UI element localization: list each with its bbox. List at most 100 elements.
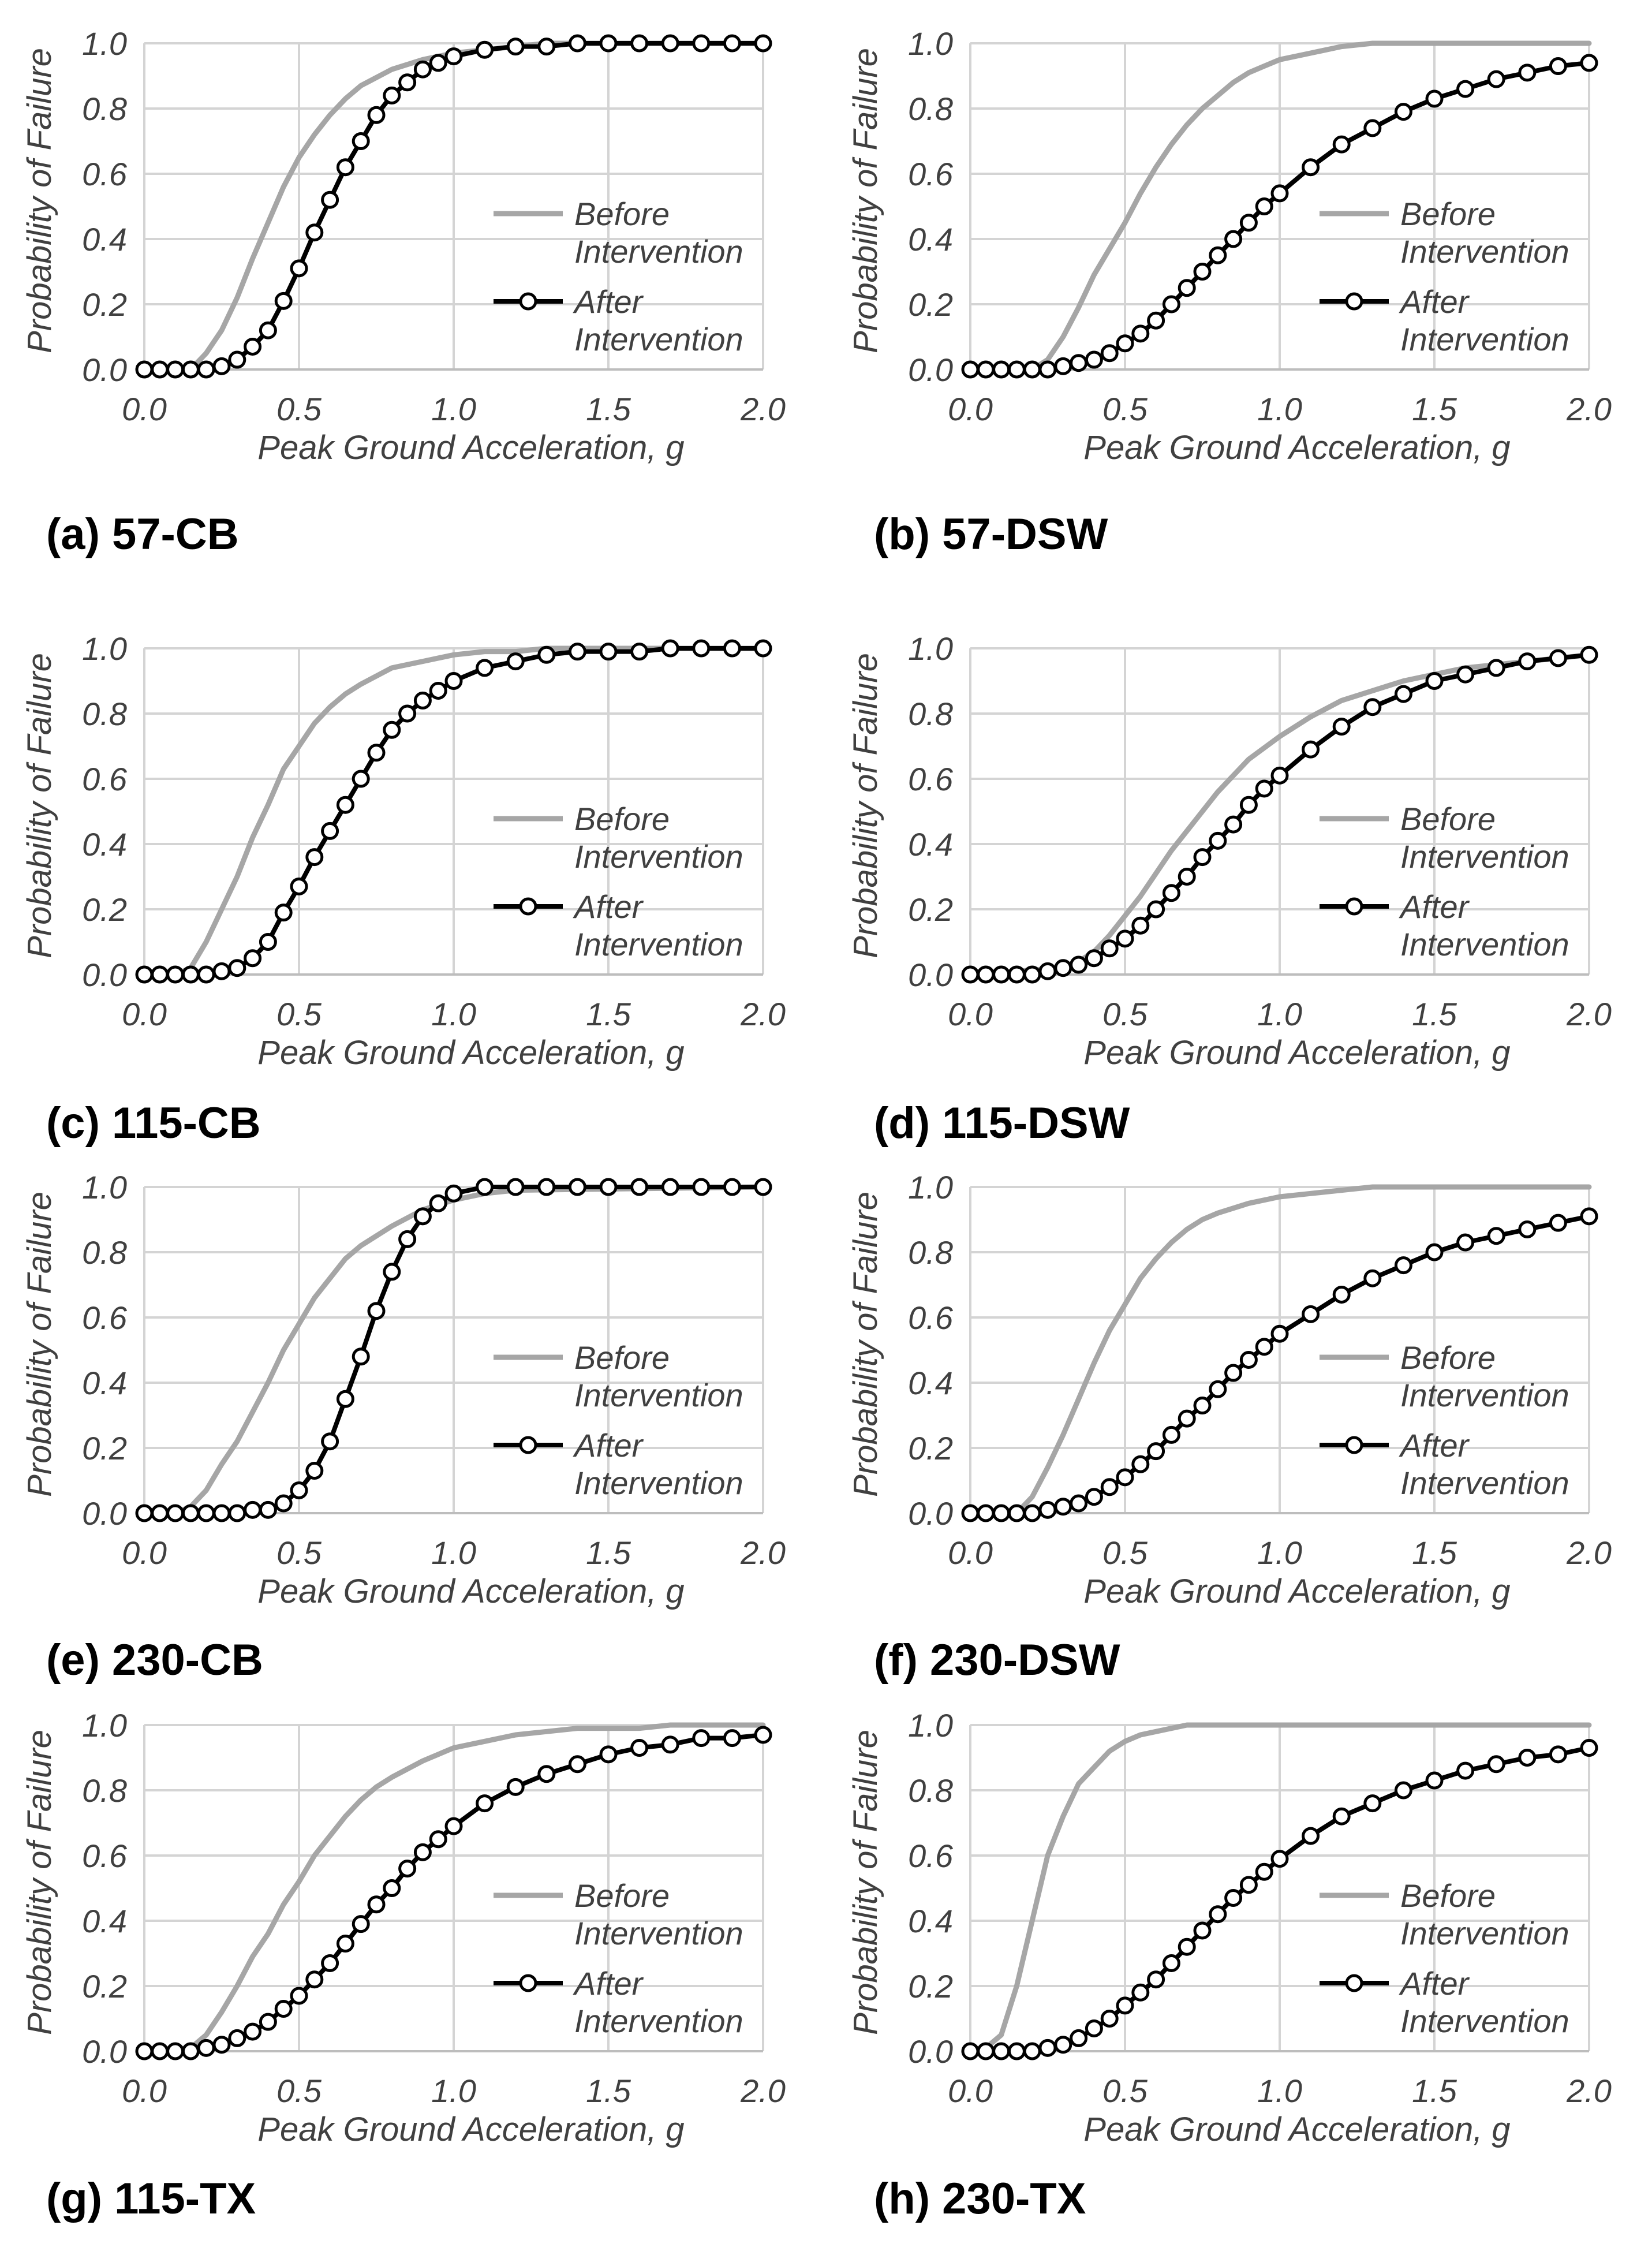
- series-after-markers: [961, 645, 1598, 984]
- caption-b: (b) 57-DSW: [874, 510, 1108, 559]
- after-point: [166, 965, 185, 984]
- y-tick-label: 0.8: [82, 91, 127, 127]
- y-tick-label: 0.8: [908, 1234, 953, 1271]
- after-point: [1302, 1827, 1320, 1845]
- after-point: [444, 1817, 463, 1835]
- legend-label: Before: [1400, 1877, 1496, 1914]
- after-point: [1007, 360, 1026, 379]
- after-point: [476, 40, 494, 59]
- after-point: [1580, 54, 1598, 72]
- y-tick-label: 0.4: [908, 221, 953, 257]
- after-point: [135, 965, 154, 984]
- legend-label: Intervention: [574, 838, 743, 875]
- series-after-markers: [135, 1178, 772, 1522]
- after-point: [1518, 652, 1537, 671]
- after-point: [413, 1843, 432, 1861]
- caption-f: (f) 230-DSW: [874, 1636, 1120, 1685]
- after-point: [413, 1207, 432, 1226]
- after-point: [537, 1178, 556, 1196]
- after-point: [1054, 959, 1072, 977]
- after-point: [135, 1504, 154, 1522]
- after-point: [599, 1178, 618, 1196]
- after-point: [977, 965, 995, 984]
- after-point: [383, 86, 401, 104]
- x-tick-label: 2.0: [740, 996, 786, 1032]
- legend-label: Intervention: [574, 1465, 743, 1501]
- after-point: [1270, 766, 1289, 785]
- after-point: [1332, 1807, 1351, 1826]
- after-point: [383, 1879, 401, 1897]
- after-point: [181, 2042, 200, 2060]
- y-tick-label: 1.0: [82, 25, 127, 62]
- after-point: [352, 1915, 370, 1933]
- after-point: [1549, 649, 1567, 667]
- legend-label: Intervention: [1400, 838, 1569, 875]
- after-point: [961, 360, 980, 379]
- chart-svg: 0.0 0.2 0.4 0.6 0.8 1.0 0.0 0.5 1.0 1.5 2.0 Peak Gr…: [21, 25, 786, 466]
- after-point: [336, 158, 354, 177]
- after-point: [259, 321, 277, 339]
- x-axis-title: Peak Ground Acceleration, g: [257, 2111, 684, 2148]
- after-point: [1487, 1755, 1505, 1774]
- after-point: [1209, 831, 1227, 850]
- x-tick-label: 2.0: [1566, 996, 1612, 1032]
- after-point: [1487, 659, 1505, 677]
- after-point: [321, 822, 339, 840]
- after-point: [1270, 1324, 1289, 1343]
- y-axis-title: Probability of Failure: [21, 1192, 58, 1497]
- after-point: [383, 721, 401, 739]
- after-point: [476, 659, 494, 677]
- x-tick-label: 2.0: [1566, 2073, 1612, 2109]
- x-tick-label: 2.0: [740, 1535, 786, 1571]
- after-point: [1162, 884, 1180, 902]
- after-point: [1038, 360, 1057, 379]
- after-point: [1100, 939, 1119, 958]
- after-point: [1193, 1921, 1212, 1940]
- after-point: [1131, 1983, 1150, 2002]
- after-point: [244, 949, 262, 968]
- caption-g: (g) 115-TX: [46, 2174, 256, 2223]
- after-point: [630, 34, 649, 53]
- after-point: [1332, 1285, 1351, 1304]
- legend-label: Intervention: [574, 2003, 743, 2039]
- after-point: [274, 904, 293, 922]
- after-point: [151, 360, 169, 379]
- legend-label: Before: [574, 1339, 670, 1376]
- caption-a: (a) 57-CB: [46, 510, 239, 559]
- x-tick-label: 0.0: [122, 2073, 167, 2109]
- y-tick-label: 0.2: [908, 891, 953, 928]
- y-tick-label: 0.6: [908, 156, 954, 192]
- y-tick-label: 0.8: [908, 91, 953, 127]
- panel-b: 0.0 0.2 0.4 0.6 0.8 1.0 0.0 0.5 1.0 1.5 2.0 Peak Gr…: [826, 0, 1652, 566]
- y-axis-title: Probability of Failure: [21, 1730, 58, 2035]
- after-point: [1131, 916, 1150, 935]
- series-before-line: [141, 1722, 766, 2054]
- y-axis-title: Probability of Failure: [847, 1192, 884, 1497]
- after-point: [1116, 929, 1134, 948]
- y-axis-title: Probability of Failure: [847, 48, 884, 353]
- after-point: [181, 965, 200, 984]
- after-point: [135, 2042, 154, 2060]
- legend-label: Intervention: [574, 321, 743, 357]
- after-point: [1023, 2042, 1041, 2060]
- y-tick-label: 0.6: [908, 1300, 954, 1336]
- panel-g: 0.0 0.2 0.4 0.6 0.8 1.0 0.0 0.5 1.0 1.5 2.0 Peak Gr…: [0, 1682, 826, 2248]
- x-tick-label: 2.0: [740, 2073, 786, 2109]
- after-point: [1085, 949, 1103, 968]
- legend-label: Intervention: [1400, 1377, 1569, 1413]
- after-point: [1239, 214, 1258, 232]
- after-point: [977, 1504, 995, 1522]
- after-point: [1255, 779, 1273, 798]
- after-point: [1549, 1745, 1567, 1764]
- after-point: [228, 1504, 246, 1522]
- legend-label: Before: [1400, 801, 1496, 837]
- after-point: [1007, 1504, 1026, 1522]
- after-point: [151, 1504, 169, 1522]
- x-tick-label: 1.5: [1412, 2073, 1457, 2109]
- after-point: [1193, 1397, 1212, 1415]
- x-tick-label: 1.5: [586, 996, 631, 1032]
- after-point: [1116, 334, 1134, 353]
- legend-label: Before: [1400, 196, 1496, 232]
- x-tick-label: 0.5: [1102, 2073, 1148, 2109]
